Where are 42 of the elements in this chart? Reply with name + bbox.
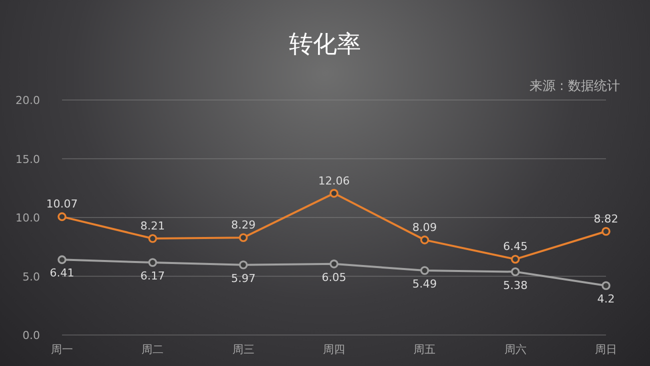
point xyxy=(58,212,66,222)
y-tick-label: 20.0 xyxy=(16,94,40,107)
y-tick-label: 10.0 xyxy=(16,212,40,224)
data-label: 4.2 xyxy=(597,292,615,306)
data-label: 6.41 xyxy=(50,266,74,280)
data-label: 8.09 xyxy=(412,220,437,234)
data-label: 6.45 xyxy=(503,240,528,254)
x-tick-label: 周日 xyxy=(595,343,617,356)
point xyxy=(420,266,430,275)
data-label: 12.06 xyxy=(318,174,350,188)
data-label: 5.38 xyxy=(503,278,528,292)
data-label: 10.07 xyxy=(46,198,78,211)
point xyxy=(602,226,610,236)
data-label: 8.82 xyxy=(594,212,618,226)
data-label: 5.49 xyxy=(412,277,437,290)
x-tick-label: 周六 xyxy=(504,343,526,356)
source-note: 来源 : 数据统计 xyxy=(529,79,620,94)
chart-title: 转化率 xyxy=(289,30,361,58)
x-tick-label: 周一 xyxy=(51,343,73,356)
data-label: 8.21 xyxy=(140,220,165,233)
point xyxy=(58,255,66,264)
y-tick-label: 5.0 xyxy=(22,270,40,284)
data-label: 6.05 xyxy=(322,270,346,284)
x-tick-label: 周四 xyxy=(323,343,345,356)
point xyxy=(510,267,520,276)
x-tick-label: 周三 xyxy=(232,343,254,356)
point xyxy=(238,260,248,270)
data-label: 8.29 xyxy=(231,218,256,232)
x-tick-label: 周二 xyxy=(142,343,164,356)
point xyxy=(238,233,248,242)
y-tick-label: 0.0 xyxy=(22,329,40,342)
point xyxy=(602,281,610,290)
point xyxy=(510,254,520,264)
point xyxy=(330,188,338,198)
point xyxy=(420,236,430,244)
point xyxy=(148,258,158,267)
x-tick-label: 周五 xyxy=(414,343,436,356)
point xyxy=(330,260,338,268)
data-label: 6.17 xyxy=(140,270,165,283)
data-label: 5.97 xyxy=(231,272,256,285)
point xyxy=(148,234,158,243)
y-tick-label: 15.0 xyxy=(16,152,40,166)
